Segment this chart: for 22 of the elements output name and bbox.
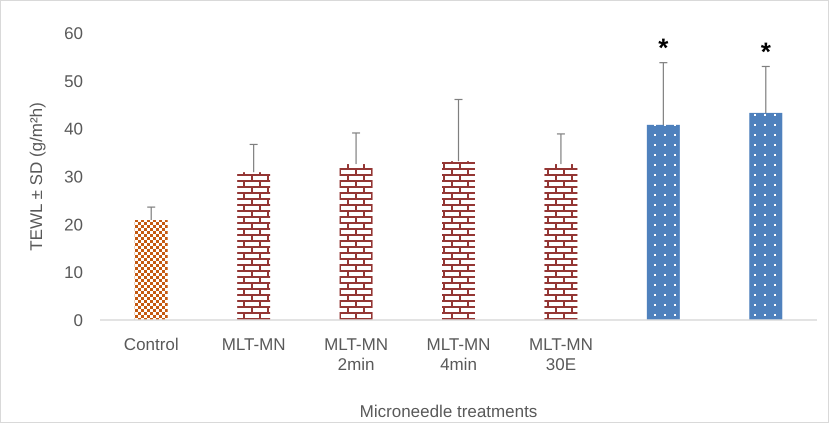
x-tick-label: MLT-MN 30E [528, 335, 593, 374]
y-tick-label: 50 [64, 72, 83, 91]
x-tick-label: MLT-MN [222, 335, 286, 354]
y-tick-label: 30 [64, 167, 83, 186]
x-tick-label: MLT-MN 4min [426, 335, 490, 374]
x-tick-label: MLT-MN 2min [324, 335, 388, 374]
y-tick-label: 10 [64, 263, 83, 282]
y-axis-title: TEWL ± SD (g/m²h) [27, 102, 46, 251]
bar [442, 161, 475, 320]
bar [134, 220, 168, 320]
bar [646, 124, 680, 320]
y-tick-label: 40 [64, 120, 83, 139]
bar [749, 112, 782, 320]
x-tick-label: Control [124, 335, 179, 354]
x-axis-title: Microneedle treatments [360, 402, 538, 421]
y-tick-label: 60 [64, 24, 83, 43]
y-tick-label: 20 [64, 215, 83, 234]
data-label: * [760, 36, 772, 66]
data-label: * [658, 32, 670, 63]
bar [340, 164, 373, 320]
bar [237, 172, 270, 320]
y-tick-label: 0 [74, 310, 83, 330]
